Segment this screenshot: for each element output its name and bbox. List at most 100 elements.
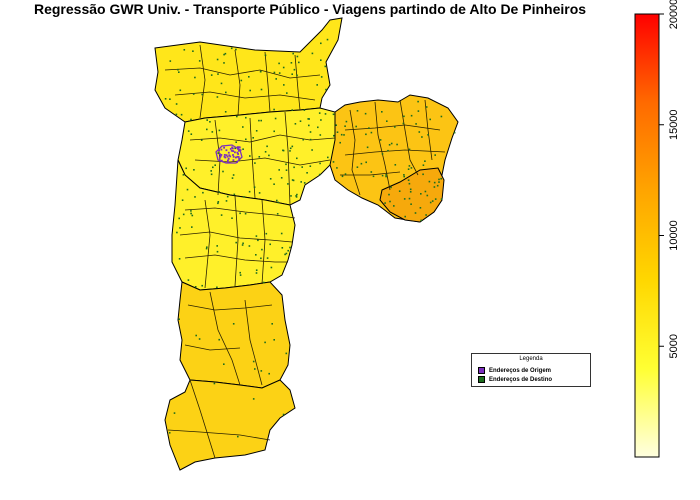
district-border bbox=[184, 254, 288, 263]
destination-point bbox=[282, 66, 285, 69]
district-regions bbox=[154, 17, 459, 471]
destination-point bbox=[218, 338, 220, 341]
destination-point bbox=[318, 112, 321, 114]
district-border bbox=[349, 109, 361, 196]
destination-point bbox=[388, 193, 390, 196]
destination-point bbox=[212, 166, 214, 169]
destination-point bbox=[434, 154, 436, 156]
origin-point bbox=[223, 146, 225, 149]
destination-point bbox=[280, 232, 283, 235]
origin-point bbox=[218, 159, 221, 162]
destination-point bbox=[436, 184, 439, 187]
destination-point bbox=[291, 109, 293, 111]
destination-point bbox=[252, 137, 254, 139]
destination-point bbox=[248, 190, 251, 193]
destination-point bbox=[426, 194, 429, 197]
destination-point bbox=[295, 196, 298, 198]
destination-point bbox=[316, 84, 318, 86]
destination-point bbox=[319, 162, 321, 165]
destination-point bbox=[217, 152, 219, 154]
destination-point bbox=[424, 160, 426, 162]
destination-point bbox=[254, 368, 256, 370]
destination-point bbox=[345, 120, 348, 123]
district-border bbox=[209, 291, 241, 386]
origin-point bbox=[229, 155, 232, 158]
destination-point bbox=[168, 432, 171, 434]
destination-point bbox=[230, 47, 233, 50]
district-region bbox=[177, 281, 291, 389]
destination-point bbox=[237, 435, 239, 438]
destination-point bbox=[274, 117, 277, 120]
destination-point bbox=[301, 166, 303, 168]
origin-point bbox=[225, 154, 228, 157]
legend-box: Legenda Endereços de Origem Endereços de… bbox=[471, 353, 591, 387]
destination-point bbox=[191, 226, 193, 228]
destination-point bbox=[266, 145, 268, 148]
destination-point bbox=[253, 186, 256, 188]
map-title: Regressão GWR Univ. - Transporte Público… bbox=[33, 1, 587, 17]
origin-point bbox=[236, 161, 238, 164]
destination-point bbox=[318, 173, 321, 176]
destination-point bbox=[453, 131, 456, 134]
destination-point bbox=[223, 363, 225, 365]
destination-point bbox=[419, 207, 422, 209]
destination-point bbox=[225, 200, 228, 202]
destination-point bbox=[178, 258, 181, 260]
destination-point bbox=[293, 68, 296, 71]
origin-point bbox=[234, 151, 236, 154]
district-border bbox=[399, 99, 419, 176]
destination-point bbox=[285, 169, 288, 171]
destination-point bbox=[275, 78, 277, 80]
destination-point bbox=[440, 198, 443, 200]
color-scale-ticks: 5000 10000 15000 20000 bbox=[659, 0, 680, 358]
destination-point bbox=[368, 127, 370, 129]
origin-point bbox=[223, 155, 226, 158]
destination-point bbox=[226, 195, 229, 198]
color-scale-tick-label: 5000 bbox=[668, 334, 680, 358]
destination-point bbox=[268, 154, 270, 157]
destination-point bbox=[220, 82, 223, 85]
destination-point bbox=[356, 110, 359, 112]
destination-point bbox=[324, 113, 327, 115]
destination-point bbox=[344, 173, 347, 175]
destination-point bbox=[231, 217, 233, 219]
color-scale-bar: 5000 10000 15000 20000 bbox=[634, 0, 680, 458]
destination-point bbox=[324, 65, 327, 68]
destination-point bbox=[178, 217, 180, 220]
destination-point bbox=[384, 202, 386, 204]
origin-point bbox=[238, 146, 241, 149]
color-scale-tick-label: 20000 bbox=[668, 0, 680, 29]
destination-point bbox=[388, 144, 391, 146]
destination-point bbox=[282, 413, 285, 416]
destination-point bbox=[289, 150, 291, 152]
destination-point bbox=[217, 201, 220, 203]
destination-point bbox=[343, 134, 345, 136]
destination-point bbox=[336, 167, 338, 169]
destination-point bbox=[273, 108, 275, 111]
destination-point bbox=[292, 179, 295, 182]
destination-point bbox=[308, 118, 310, 120]
destination-point bbox=[236, 115, 238, 118]
destination-point bbox=[200, 139, 203, 141]
destination-point bbox=[242, 242, 244, 245]
destination-point bbox=[231, 177, 234, 179]
origin-point bbox=[227, 159, 229, 162]
destination-point bbox=[264, 151, 267, 153]
district-border bbox=[264, 51, 271, 113]
destination-point bbox=[424, 190, 427, 193]
origin-point bbox=[237, 156, 240, 158]
destination-point bbox=[190, 118, 192, 121]
destination-swatch bbox=[478, 376, 485, 383]
destination-point bbox=[255, 272, 258, 274]
origin-point bbox=[219, 155, 222, 158]
color-scale-gradient bbox=[634, 13, 660, 458]
destination-point bbox=[264, 54, 267, 57]
district-borders bbox=[164, 44, 446, 459]
district-border bbox=[284, 111, 291, 206]
origin-point bbox=[232, 159, 235, 162]
destination-point bbox=[326, 38, 329, 41]
destination-point bbox=[429, 201, 432, 204]
destination-point bbox=[276, 213, 279, 215]
destination-point bbox=[255, 235, 258, 237]
legend-label-origin: Endereços de Origem bbox=[489, 368, 552, 375]
